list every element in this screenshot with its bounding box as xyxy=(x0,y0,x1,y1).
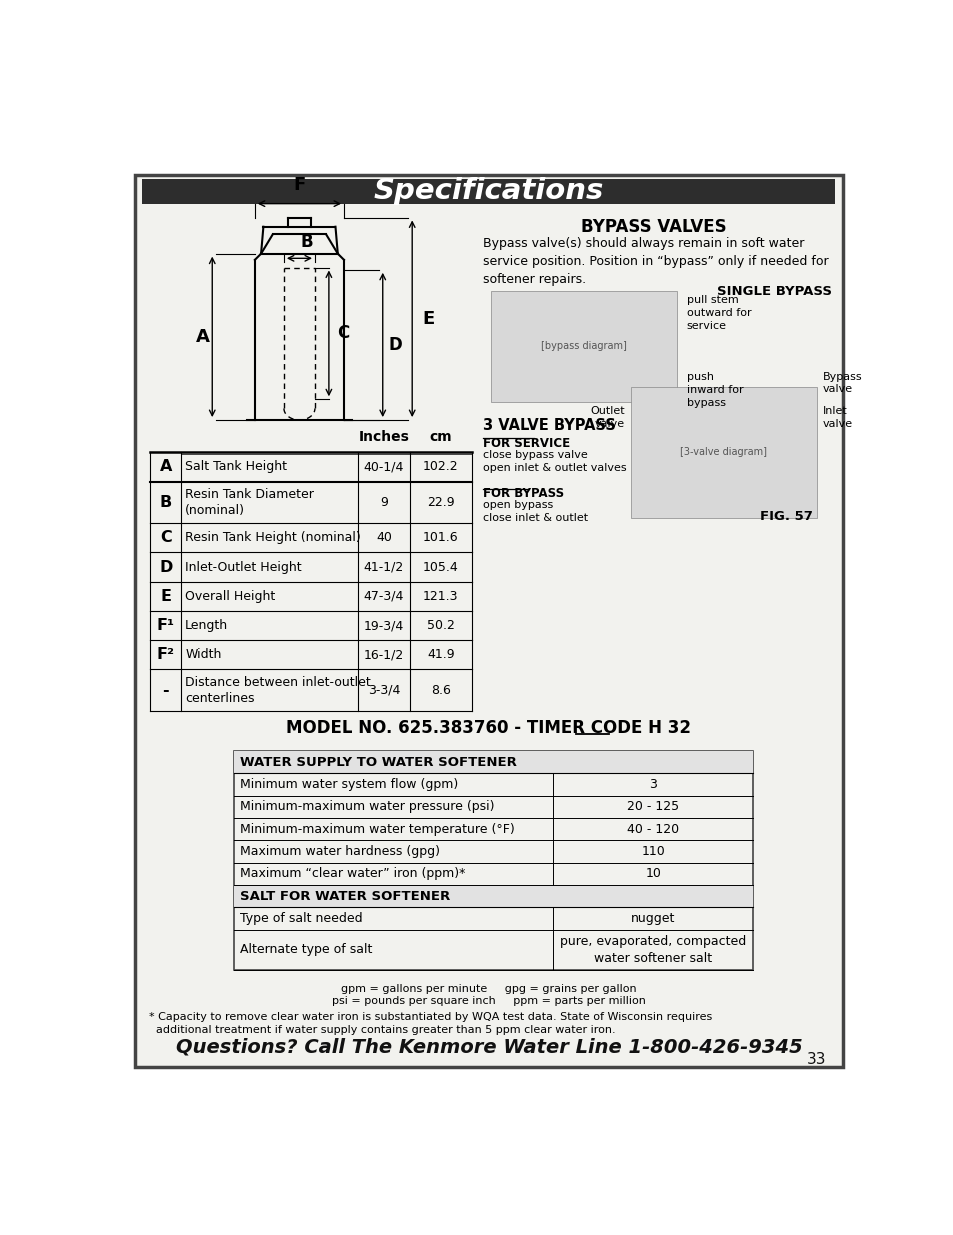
Text: nugget: nugget xyxy=(630,913,675,925)
Text: 102.2: 102.2 xyxy=(422,461,458,473)
Bar xyxy=(491,290,677,403)
Text: Length: Length xyxy=(185,619,228,632)
Text: 3 VALVE BYPASS: 3 VALVE BYPASS xyxy=(483,417,616,432)
Text: 22.9: 22.9 xyxy=(427,496,455,509)
Text: psi = pounds per square inch     ppm = parts per million: psi = pounds per square inch ppm = parts… xyxy=(332,997,645,1007)
Text: Maximum “clear water” iron (ppm)*: Maximum “clear water” iron (ppm)* xyxy=(240,867,465,881)
Text: Distance between inlet-outlet
centerlines: Distance between inlet-outlet centerline… xyxy=(185,676,371,705)
Text: E: E xyxy=(422,310,434,327)
Text: Width: Width xyxy=(185,648,221,662)
Bar xyxy=(630,387,816,517)
Text: close bypass valve
open inlet & outlet valves: close bypass valve open inlet & outlet v… xyxy=(483,450,626,473)
Text: Maximum water hardness (gpg): Maximum water hardness (gpg) xyxy=(240,845,439,858)
Text: 40-1/4: 40-1/4 xyxy=(363,461,404,473)
Text: 16-1/2: 16-1/2 xyxy=(363,648,404,662)
Text: Minimum water system flow (gpm): Minimum water system flow (gpm) xyxy=(240,778,458,792)
Text: 105.4: 105.4 xyxy=(422,561,458,573)
Text: B: B xyxy=(301,232,314,251)
Text: BYPASS VALVES: BYPASS VALVES xyxy=(580,217,726,236)
Text: FOR BYPASS: FOR BYPASS xyxy=(483,487,564,500)
Text: gpm = gallons per minute     gpg = grains per gallon: gpm = gallons per minute gpg = grains pe… xyxy=(341,984,636,994)
Text: 101.6: 101.6 xyxy=(422,531,458,545)
Bar xyxy=(142,179,835,204)
Text: 9: 9 xyxy=(379,496,388,509)
Text: Resin Tank Diameter
(nominal): Resin Tank Diameter (nominal) xyxy=(185,488,314,517)
Bar xyxy=(233,751,753,969)
Text: MODEL NO. 625.383760 - TIMER CODE H 32: MODEL NO. 625.383760 - TIMER CODE H 32 xyxy=(286,719,691,737)
Bar xyxy=(233,885,753,908)
Text: 50.2: 50.2 xyxy=(427,619,455,632)
Text: SINGLE BYPASS: SINGLE BYPASS xyxy=(716,285,831,299)
Text: F: F xyxy=(293,177,305,194)
Text: open bypass
close inlet & outlet: open bypass close inlet & outlet xyxy=(483,500,588,524)
Text: pure, evaporated, compacted
water softener salt: pure, evaporated, compacted water soften… xyxy=(559,935,745,965)
Text: C: C xyxy=(160,530,172,546)
Text: Minimum-maximum water pressure (psi): Minimum-maximum water pressure (psi) xyxy=(240,800,495,814)
Text: 10: 10 xyxy=(644,867,660,881)
Text: 33: 33 xyxy=(806,1052,825,1067)
Text: 8.6: 8.6 xyxy=(431,684,451,697)
Text: Inches: Inches xyxy=(358,430,409,443)
Text: * Capacity to remove clear water iron is substantiated by WQA test data. State o: * Capacity to remove clear water iron is… xyxy=(149,1011,711,1035)
Text: pull stem
outward for
service: pull stem outward for service xyxy=(686,294,750,331)
Text: Specifications: Specifications xyxy=(374,178,603,205)
Text: C: C xyxy=(336,325,349,342)
Text: F¹: F¹ xyxy=(156,618,174,634)
Text: 47-3/4: 47-3/4 xyxy=(363,590,404,603)
Text: Overall Height: Overall Height xyxy=(185,590,275,603)
Text: Inlet
valve: Inlet valve xyxy=(822,406,852,429)
Text: F²: F² xyxy=(156,647,174,662)
Text: 3: 3 xyxy=(649,778,657,792)
Text: [bypass diagram]: [bypass diagram] xyxy=(540,341,626,352)
Text: FOR SERVICE: FOR SERVICE xyxy=(483,437,570,450)
Text: cm: cm xyxy=(429,430,452,443)
Text: 110: 110 xyxy=(640,845,664,858)
Text: D: D xyxy=(159,559,172,574)
Text: Resin Tank Height (nominal): Resin Tank Height (nominal) xyxy=(185,531,360,545)
Text: Bypass valve(s) should always remain in soft water
service position. Position in: Bypass valve(s) should always remain in … xyxy=(483,237,828,285)
Text: B: B xyxy=(159,495,172,510)
Text: Salt Tank Height: Salt Tank Height xyxy=(185,461,287,473)
Text: -: - xyxy=(162,683,169,698)
Text: Bypass
valve: Bypass valve xyxy=(822,372,862,394)
Text: push
inward for
bypass: push inward for bypass xyxy=(686,372,742,408)
Bar xyxy=(233,751,753,773)
Text: D: D xyxy=(389,336,402,354)
Text: 40 - 120: 40 - 120 xyxy=(626,823,679,836)
Text: 3-3/4: 3-3/4 xyxy=(367,684,399,697)
Text: A: A xyxy=(195,327,210,346)
Text: A: A xyxy=(159,459,172,474)
Text: Type of salt needed: Type of salt needed xyxy=(240,913,362,925)
Text: [3-valve diagram]: [3-valve diagram] xyxy=(679,447,766,457)
Text: SALT FOR WATER SOFTENER: SALT FOR WATER SOFTENER xyxy=(240,889,450,903)
Text: 20 - 125: 20 - 125 xyxy=(626,800,679,814)
Text: 121.3: 121.3 xyxy=(423,590,458,603)
Text: Alternate type of salt: Alternate type of salt xyxy=(240,944,372,956)
Text: E: E xyxy=(160,589,172,604)
Text: Minimum-maximum water temperature (°F): Minimum-maximum water temperature (°F) xyxy=(240,823,515,836)
Text: 40: 40 xyxy=(375,531,392,545)
Text: 41-1/2: 41-1/2 xyxy=(363,561,404,573)
Text: Inlet-Outlet Height: Inlet-Outlet Height xyxy=(185,561,301,573)
Text: Outlet
valve: Outlet valve xyxy=(589,406,624,429)
Text: Questions? Call The Kenmore Water Line 1-800-426-9345: Questions? Call The Kenmore Water Line 1… xyxy=(175,1037,801,1056)
Text: FIG. 57: FIG. 57 xyxy=(760,510,812,524)
Text: 41.9: 41.9 xyxy=(427,648,455,662)
Text: 19-3/4: 19-3/4 xyxy=(363,619,404,632)
Text: WATER SUPPLY TO WATER SOFTENER: WATER SUPPLY TO WATER SOFTENER xyxy=(240,756,517,768)
